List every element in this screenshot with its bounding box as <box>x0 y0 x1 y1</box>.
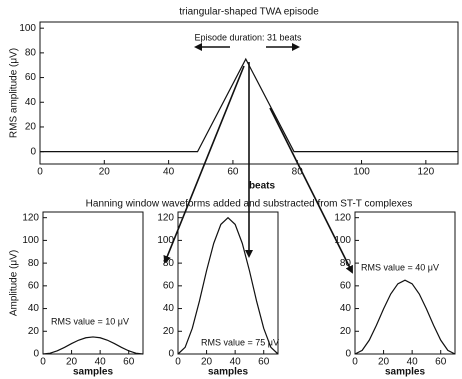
y-tick-label: 100 <box>22 235 39 246</box>
x-tick-label: 60 <box>258 357 270 368</box>
data-line <box>42 336 144 355</box>
y-tick-label: 20 <box>25 122 37 133</box>
y-tick-label: 120 <box>334 212 351 223</box>
y-tick-label: 0 <box>168 349 174 360</box>
y-tick-label: 60 <box>340 280 352 291</box>
plot-frame <box>42 211 144 355</box>
plot-frame <box>177 211 279 355</box>
plot-frame <box>39 21 459 165</box>
plot-frame <box>354 211 456 355</box>
x-tick-label: 0 <box>40 357 46 368</box>
x-tick-label: 20 <box>201 357 213 368</box>
y-tick-label: 0 <box>345 349 351 360</box>
y-axis-label: Amplitude (μV) <box>9 250 20 316</box>
x-tick-label: 40 <box>407 357 419 368</box>
annotation: RMS value = 10 μV <box>51 316 129 326</box>
x-tick-label: 60 <box>123 357 135 368</box>
x-axis-label: beats <box>249 181 276 192</box>
y-tick-label: 0 <box>33 349 39 360</box>
y-tick-label: 40 <box>163 303 175 314</box>
arrow <box>269 107 353 274</box>
y-tick-label: 80 <box>25 48 37 59</box>
x-tick-label: 20 <box>378 357 390 368</box>
annotation: RMS value = 75 μV <box>201 337 279 347</box>
y-tick-label: 120 <box>157 212 174 223</box>
y-tick-label: 0 <box>30 146 36 157</box>
y-tick-label: 100 <box>157 235 174 246</box>
y-tick-label: 60 <box>25 72 37 83</box>
x-tick-label: 40 <box>95 357 107 368</box>
x-tick-label: 20 <box>99 167 111 178</box>
y-tick-label: 40 <box>25 97 37 108</box>
annotation: RMS value = 40 μV <box>361 262 439 272</box>
x-tick-label: 40 <box>163 167 175 178</box>
x-tick-label: 120 <box>418 167 435 178</box>
x-axis-label: samples <box>385 367 425 378</box>
y-axis-label: RMS amplitude (μV) <box>9 48 20 138</box>
x-axis-label: samples <box>208 367 248 378</box>
y-tick-label: 40 <box>340 303 352 314</box>
x-tick-label: 60 <box>435 357 447 368</box>
y-tick-label: 80 <box>340 258 352 269</box>
x-tick-label: 0 <box>352 357 358 368</box>
y-tick-label: 100 <box>334 235 351 246</box>
x-tick-label: 80 <box>292 167 304 178</box>
y-tick-label: 20 <box>340 326 352 337</box>
x-tick-label: 0 <box>37 167 43 178</box>
x-axis-label: samples <box>73 367 113 378</box>
y-tick-label: 20 <box>163 326 175 337</box>
y-tick-label: 80 <box>163 258 175 269</box>
annotation: Episode duration: 31 beats <box>194 32 302 42</box>
chart-title: triangular-shaped TWA episode <box>179 7 319 18</box>
y-tick-label: 100 <box>19 23 36 34</box>
y-tick-label: 20 <box>28 326 40 337</box>
data-line <box>354 279 456 355</box>
y-tick-label: 120 <box>22 212 39 223</box>
data-line <box>40 57 458 153</box>
y-tick-label: 60 <box>163 280 175 291</box>
data-line <box>177 216 279 355</box>
x-tick-label: 60 <box>227 167 239 178</box>
y-tick-label: 80 <box>28 258 40 269</box>
y-tick-label: 40 <box>28 303 40 314</box>
y-tick-label: 60 <box>28 280 40 291</box>
x-tick-label: 100 <box>353 167 370 178</box>
x-tick-label: 0 <box>175 357 181 368</box>
x-tick-label: 20 <box>66 357 78 368</box>
x-tick-label: 40 <box>230 357 242 368</box>
